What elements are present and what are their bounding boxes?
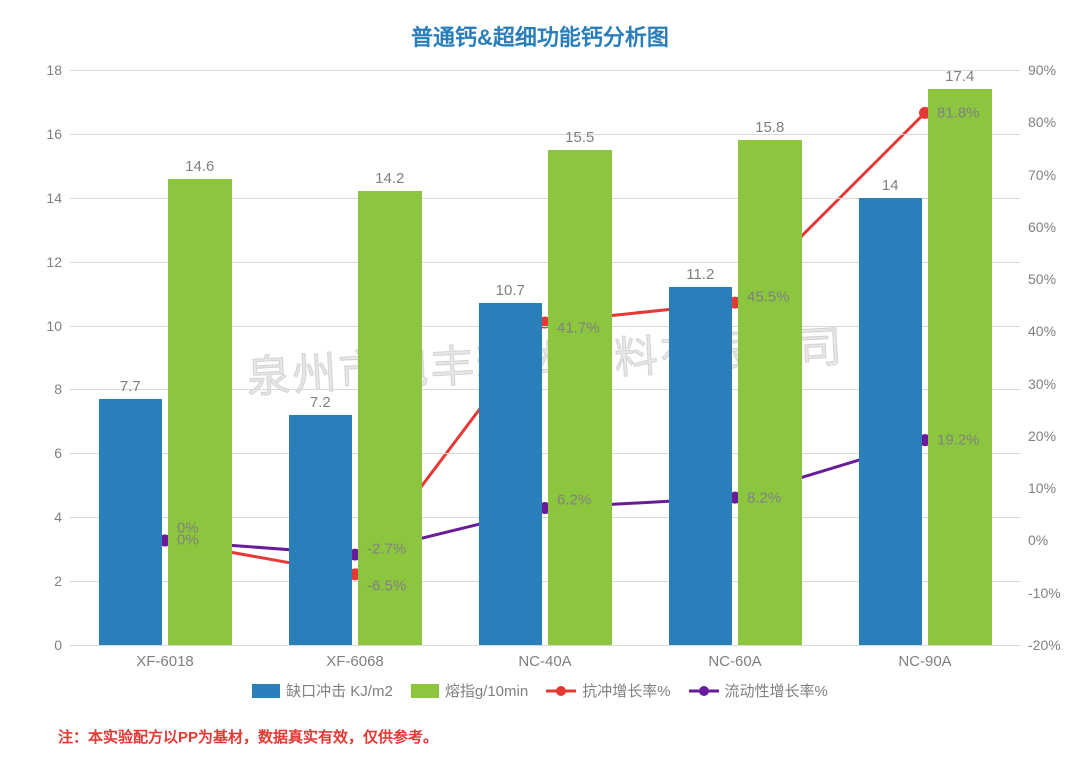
- footnote: 注：本实验配方以PP为基材，数据真实有效，仅供参考。: [58, 726, 438, 747]
- series-point-label: 6.2%: [557, 492, 591, 509]
- x-tick: NC-40A: [518, 645, 571, 670]
- bar-label: 14.6: [185, 158, 214, 179]
- bar-label: 14.2: [375, 170, 404, 191]
- series-point-label: 19.2%: [937, 432, 980, 449]
- bar-label: 15.8: [755, 119, 784, 140]
- chart-title: 普通钙&超细功能钙分析图: [0, 20, 1080, 52]
- legend-item: 抗冲增长率%: [546, 680, 670, 701]
- y-right-tick: 40%: [1020, 323, 1056, 339]
- bar: 11.2: [669, 287, 733, 645]
- legend-label: 抗冲增长率%: [582, 680, 670, 701]
- bar: 15.8: [738, 140, 802, 645]
- y-left-tick: 4: [54, 509, 70, 525]
- x-tick: XF-6018: [136, 645, 194, 670]
- x-tick: NC-60A: [708, 645, 761, 670]
- bar: 10.7: [479, 303, 543, 645]
- y-left-tick: 14: [46, 190, 70, 206]
- bar-label: 7.7: [120, 378, 141, 399]
- series-point-label: 41.7%: [557, 320, 600, 337]
- y-left-tick: 0: [54, 637, 70, 653]
- bar-label: 14: [882, 177, 899, 198]
- bar: 14: [859, 198, 923, 645]
- legend-item: 缺口冲击 KJ/m2: [252, 680, 393, 701]
- bar-label: 11.2: [686, 266, 714, 287]
- series-point-label: 81.8%: [937, 104, 980, 121]
- y-left-tick: 16: [46, 126, 70, 142]
- plot-area: 泉州市旭丰粉体原料有限公司 024681012141618-20%-10%0%1…: [70, 70, 1020, 645]
- bar: 15.5: [548, 150, 612, 645]
- series-line: [165, 440, 925, 554]
- legend-swatch: [689, 684, 719, 698]
- y-right-tick: -10%: [1020, 585, 1061, 601]
- bar: 7.2: [289, 415, 353, 645]
- y-right-tick: 30%: [1020, 376, 1056, 392]
- series-point-label: -2.7%: [367, 540, 406, 557]
- y-left-tick: 2: [54, 573, 70, 589]
- y-right-tick: 10%: [1020, 480, 1056, 496]
- bar-label: 7.2: [310, 394, 331, 415]
- x-tick: XF-6068: [326, 645, 384, 670]
- series-point-label: 8.2%: [747, 489, 781, 506]
- bar-label: 17.4: [945, 68, 974, 89]
- legend-label: 熔指g/10min: [445, 680, 528, 701]
- y-right-tick: 70%: [1020, 167, 1056, 183]
- y-left-tick: 10: [46, 318, 70, 334]
- y-right-tick: 0%: [1020, 532, 1048, 548]
- bar-label: 15.5: [565, 129, 594, 150]
- gridline: [70, 70, 1020, 71]
- legend-swatch: [546, 684, 576, 698]
- legend-item: 熔指g/10min: [411, 680, 528, 701]
- y-right-tick: 60%: [1020, 219, 1056, 235]
- y-left-tick: 8: [54, 381, 70, 397]
- legend-swatch: [411, 684, 439, 698]
- y-left-tick: 18: [46, 62, 70, 78]
- legend: 缺口冲击 KJ/m2 熔指g/10min 抗冲增长率% 流动性增长率%: [0, 680, 1080, 701]
- bar-label: 10.7: [496, 282, 525, 303]
- legend-label: 缺口冲击 KJ/m2: [286, 680, 393, 701]
- gridline: [70, 134, 1020, 135]
- y-left-tick: 12: [46, 254, 70, 270]
- bar: 7.7: [99, 399, 163, 645]
- series-point-label: 45.5%: [747, 288, 790, 305]
- legend-item: 流动性增长率%: [689, 680, 828, 701]
- series-point-label: -6.5%: [367, 578, 406, 595]
- x-tick: NC-90A: [898, 645, 951, 670]
- y-right-tick: -20%: [1020, 637, 1061, 653]
- series-point-label: 0%: [177, 520, 199, 537]
- legend-swatch: [252, 684, 280, 698]
- bar: 17.4: [928, 89, 992, 645]
- y-right-tick: 20%: [1020, 428, 1056, 444]
- bar: 14.6: [168, 179, 232, 645]
- chart-container: 普通钙&超细功能钙分析图 泉州市旭丰粉体原料有限公司 0246810121416…: [0, 0, 1080, 766]
- legend-label: 流动性增长率%: [725, 680, 828, 701]
- y-right-tick: 50%: [1020, 271, 1056, 287]
- y-right-tick: 90%: [1020, 62, 1056, 78]
- y-left-tick: 6: [54, 445, 70, 461]
- y-right-tick: 80%: [1020, 114, 1056, 130]
